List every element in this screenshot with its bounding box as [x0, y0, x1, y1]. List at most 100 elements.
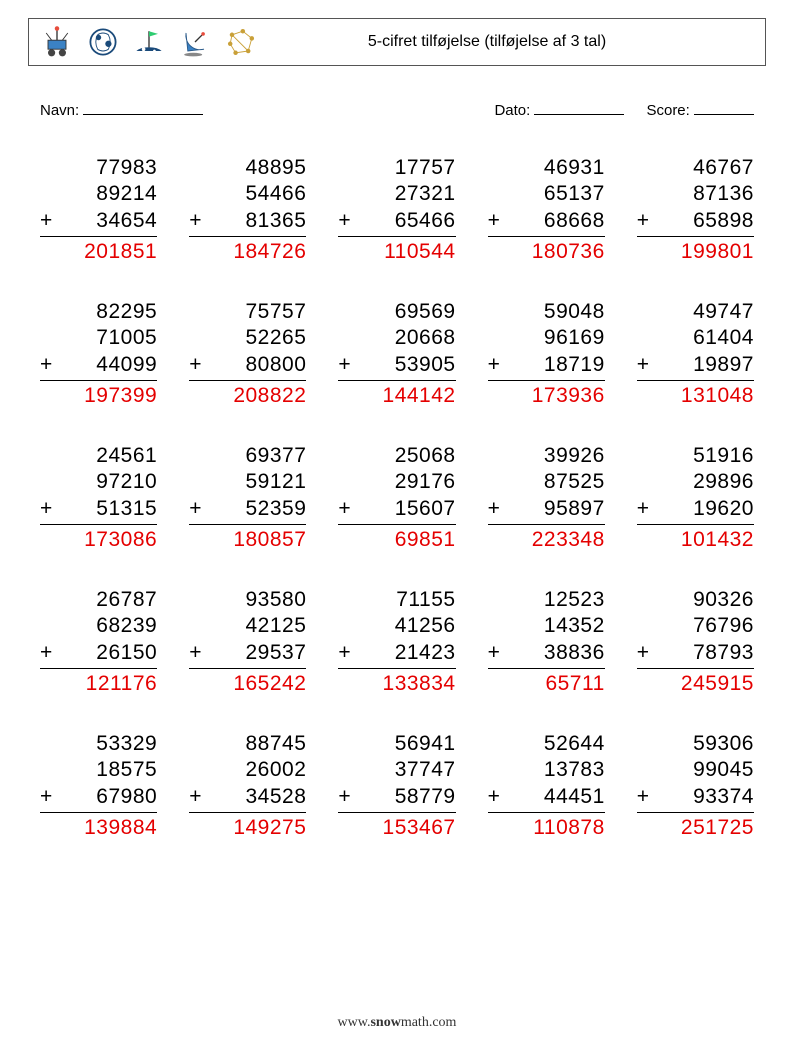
addition-problem: 3992687525+95897223348	[488, 443, 605, 553]
addition-problem: 1252314352+3883665711	[488, 587, 605, 697]
addend-2: 18575	[40, 757, 157, 783]
addition-problem: 6937759121+52359180857	[189, 443, 306, 553]
answer: 223348	[488, 525, 605, 553]
addend-3: +19620	[637, 496, 754, 525]
addend-2: 54466	[189, 181, 306, 207]
meta-row: Navn: Dato: Score:	[28, 100, 766, 119]
answer: 110544	[338, 237, 455, 265]
answer: 133834	[338, 669, 455, 697]
addend-1: 75757	[189, 299, 306, 325]
answer: 131048	[637, 381, 754, 409]
addition-problem: 7115541256+21423133834	[338, 587, 455, 697]
addend-3: +29537	[189, 640, 306, 669]
footer-bold: snow	[370, 1015, 400, 1030]
addend-3: +58779	[338, 784, 455, 813]
footer: www.snowmath.com	[0, 1015, 794, 1031]
answer: 245915	[637, 669, 754, 697]
addend-1: 39926	[488, 443, 605, 469]
addend-2: 42125	[189, 613, 306, 639]
addend-3: +81365	[189, 208, 306, 237]
addend-3: +26150	[40, 640, 157, 669]
addend-1: 46931	[488, 155, 605, 181]
addition-problem: 7575752265+80800208822	[189, 299, 306, 409]
score-label: Score:	[646, 102, 689, 119]
answer: 153467	[338, 813, 455, 841]
addend-1: 48895	[189, 155, 306, 181]
flag-planet-icon	[131, 24, 167, 60]
addend-2: 61404	[637, 325, 754, 351]
addend-1: 12523	[488, 587, 605, 613]
addend-1: 90326	[637, 587, 754, 613]
answer: 208822	[189, 381, 306, 409]
name-line	[83, 100, 203, 115]
addition-problem: 4676787136+65898199801	[637, 155, 754, 265]
addition-problem: 2456197210+51315173086	[40, 443, 157, 553]
addend-1: 82295	[40, 299, 157, 325]
addend-3: +93374	[637, 784, 754, 813]
date-line	[534, 100, 624, 115]
addend-3: +19897	[637, 352, 754, 381]
answer: 199801	[637, 237, 754, 265]
addend-3: +51315	[40, 496, 157, 525]
addend-2: 13783	[488, 757, 605, 783]
addend-2: 96169	[488, 325, 605, 351]
addend-3: +34528	[189, 784, 306, 813]
header-box: 5-cifret tilføjelse (tilføjelse af 3 tal…	[28, 18, 766, 66]
addend-3: +95897	[488, 496, 605, 525]
addition-problem: 6956920668+53905144142	[338, 299, 455, 409]
addition-problem: 2678768239+26150121176	[40, 587, 157, 697]
addition-problem: 4889554466+81365184726	[189, 155, 306, 265]
addend-2: 59121	[189, 469, 306, 495]
addend-3: +21423	[338, 640, 455, 669]
answer: 184726	[189, 237, 306, 265]
addend-3: +53905	[338, 352, 455, 381]
answer: 197399	[40, 381, 157, 409]
addend-1: 59048	[488, 299, 605, 325]
addend-2: 99045	[637, 757, 754, 783]
addend-2: 37747	[338, 757, 455, 783]
addition-problem: 8229571005+44099197399	[40, 299, 157, 409]
addend-3: +67980	[40, 784, 157, 813]
addend-2: 76796	[637, 613, 754, 639]
addition-problem: 9032676796+78793245915	[637, 587, 754, 697]
addition-problem: 7798389214+34654201851	[40, 155, 157, 265]
addend-3: +44451	[488, 784, 605, 813]
footer-suffix: math.com	[401, 1015, 457, 1030]
name-label: Navn:	[40, 102, 79, 119]
addend-3: +80800	[189, 352, 306, 381]
addition-problem: 5904896169+18719173936	[488, 299, 605, 409]
addition-problem: 1775727321+65466110544	[338, 155, 455, 265]
answer: 173086	[40, 525, 157, 553]
addend-1: 25068	[338, 443, 455, 469]
addition-problem: 2506829176+1560769851	[338, 443, 455, 553]
addend-2: 65137	[488, 181, 605, 207]
addition-problem: 5930699045+93374251725	[637, 731, 754, 841]
addition-problem: 4693165137+68668180736	[488, 155, 605, 265]
answer: 201851	[40, 237, 157, 265]
addend-1: 69569	[338, 299, 455, 325]
answer: 101432	[637, 525, 754, 553]
addend-3: +65466	[338, 208, 455, 237]
addition-problem: 5694137747+58779153467	[338, 731, 455, 841]
addition-problem: 9358042125+29537165242	[189, 587, 306, 697]
addend-1: 59306	[637, 731, 754, 757]
answer: 144142	[338, 381, 455, 409]
addend-2: 87136	[637, 181, 754, 207]
answer: 173936	[488, 381, 605, 409]
addend-1: 88745	[189, 731, 306, 757]
addend-1: 49747	[637, 299, 754, 325]
addition-problem: 5332918575+67980139884	[40, 731, 157, 841]
rover-icon	[39, 24, 75, 60]
header-icons	[39, 24, 259, 60]
addition-problem: 5191629896+19620101432	[637, 443, 754, 553]
satellite-icon	[177, 24, 213, 60]
addend-3: +15607	[338, 496, 455, 525]
date-label: Dato:	[494, 102, 530, 119]
addend-2: 68239	[40, 613, 157, 639]
addend-3: +68668	[488, 208, 605, 237]
addend-2: 41256	[338, 613, 455, 639]
footer-prefix: www.	[338, 1015, 371, 1030]
addend-2: 20668	[338, 325, 455, 351]
answer: 110878	[488, 813, 605, 841]
addition-problem: 5264413783+44451110878	[488, 731, 605, 841]
